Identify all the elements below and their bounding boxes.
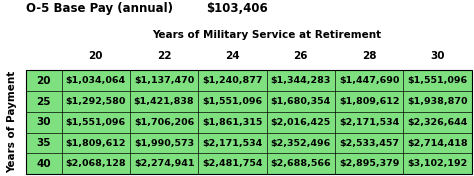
Text: Years of Military Service at Retirement: Years of Military Service at Retirement	[152, 30, 381, 40]
Text: 20: 20	[89, 51, 103, 61]
Text: $1,809,612: $1,809,612	[65, 139, 126, 148]
Text: Years of Payment: Years of Payment	[7, 71, 17, 173]
Text: $1,240,877: $1,240,877	[202, 76, 263, 85]
Text: $2,326,644: $2,326,644	[407, 118, 468, 127]
Text: $1,034,064: $1,034,064	[66, 76, 126, 85]
Text: $2,895,379: $2,895,379	[339, 159, 399, 168]
Text: $1,551,096: $1,551,096	[407, 76, 467, 85]
Text: $1,447,690: $1,447,690	[339, 76, 399, 85]
Text: $1,421,838: $1,421,838	[134, 97, 194, 106]
Text: 20: 20	[36, 76, 51, 86]
Text: $1,137,470: $1,137,470	[134, 76, 194, 85]
Text: $2,171,534: $2,171,534	[339, 118, 399, 127]
Bar	[26, 70, 472, 174]
Text: 25: 25	[36, 97, 51, 106]
Text: 28: 28	[362, 51, 376, 61]
Text: $1,706,206: $1,706,206	[134, 118, 194, 127]
Text: 40: 40	[36, 159, 51, 169]
Text: 24: 24	[225, 51, 240, 61]
Text: $2,352,496: $2,352,496	[271, 139, 331, 148]
Text: $1,861,315: $1,861,315	[202, 118, 263, 127]
Text: $1,990,573: $1,990,573	[134, 139, 194, 148]
Text: $2,016,425: $2,016,425	[271, 118, 331, 127]
Text: 30: 30	[430, 51, 445, 61]
Text: $2,481,754: $2,481,754	[202, 159, 263, 168]
Text: $2,688,566: $2,688,566	[271, 159, 331, 168]
Text: $1,551,096: $1,551,096	[66, 118, 126, 127]
Text: $1,680,354: $1,680,354	[271, 97, 331, 106]
Text: $1,809,612: $1,809,612	[339, 97, 400, 106]
Text: $2,171,534: $2,171,534	[202, 139, 263, 148]
Text: 35: 35	[36, 138, 51, 148]
Text: $1,292,580: $1,292,580	[65, 97, 126, 106]
Text: $2,274,941: $2,274,941	[134, 159, 194, 168]
Text: $1,551,096: $1,551,096	[202, 97, 263, 106]
Text: 22: 22	[157, 51, 172, 61]
Text: $1,344,283: $1,344,283	[271, 76, 331, 85]
Text: 26: 26	[293, 51, 308, 61]
Bar	[26, 70, 472, 174]
Text: 30: 30	[36, 117, 51, 127]
Text: $2,533,457: $2,533,457	[339, 139, 399, 148]
Text: $3,102,192: $3,102,192	[407, 159, 467, 168]
Text: $103,406: $103,406	[206, 2, 268, 15]
Text: $2,068,128: $2,068,128	[65, 159, 126, 168]
Text: $1,938,870: $1,938,870	[407, 97, 468, 106]
Text: O-5 Base Pay (annual): O-5 Base Pay (annual)	[26, 2, 173, 15]
Text: $2,714,418: $2,714,418	[407, 139, 468, 148]
